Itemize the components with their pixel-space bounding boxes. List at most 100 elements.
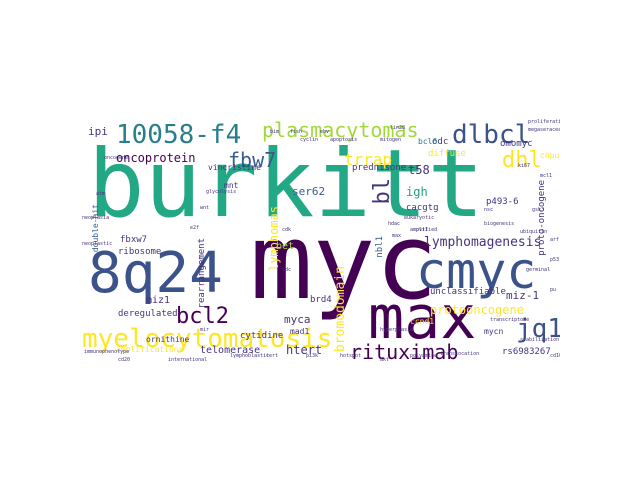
word-tert: tert (266, 353, 279, 359)
word-cytidine: cytidine (240, 331, 284, 341)
word-rearrangement: rearrangement (197, 238, 207, 309)
word-e2f: e2f (190, 225, 200, 231)
word-cloud: burkitt myc 8q24 max cmyc 10058-f4 plasm… (80, 118, 560, 364)
word-mycn: mycn (484, 327, 504, 336)
word-miz1: miz1 (146, 295, 171, 306)
word-megaseraceae: megaseraceae (528, 127, 560, 133)
word-t58: t58 (408, 163, 430, 177)
word-rs6983267: rs6983267 (502, 347, 551, 357)
word-protooncogene: protooncogene (430, 303, 524, 317)
word-amplified: amplified (410, 227, 438, 233)
word-neoplastic: neoplastic (82, 241, 113, 247)
word-pi3k: pi3k (306, 353, 319, 359)
word-cyclin: cyclin (300, 137, 319, 143)
word-pu: pu (550, 287, 557, 293)
word-p53: p53 (550, 257, 560, 263)
word-bet: bet (276, 241, 295, 252)
word-stabilization: stabilization (520, 337, 560, 343)
word-neoplasia: neoplasia (82, 215, 110, 221)
word-wnt: wnt (200, 205, 210, 211)
word-cnpu: cnpu (540, 151, 560, 160)
word-mad1: mad1 (290, 327, 310, 336)
word-amplifications: amplifications (116, 345, 184, 354)
word-glycolysis: glycolysis (206, 189, 237, 195)
word-lin28: lin28 (390, 125, 406, 131)
word-cdk: cdk (282, 227, 292, 233)
word-germinal: germinal (526, 267, 551, 273)
word-proliferation: proliferation (528, 119, 560, 125)
word-myelocytomatosis: myelocytomatosis (82, 324, 333, 354)
word-lymphomagenesis: lymphomagenesis (424, 235, 542, 250)
word-ipi: ipi (88, 125, 108, 138)
word-cd10: cd10 (550, 353, 560, 359)
word-arf: arf (550, 237, 560, 243)
word-bromodomain: bromodomain (333, 266, 348, 353)
word-deregulated: deregulated (118, 309, 178, 319)
word-lymphomas: lymphomas (267, 206, 281, 272)
word-hotspot: hotspot (340, 353, 362, 359)
word-bl: bl (370, 178, 395, 205)
word-prednisone: prednisone (352, 163, 407, 173)
word-fbw7: fbw7 (228, 148, 277, 172)
word-oncogene: oncogene (104, 155, 129, 161)
word-bcl6: bcl6 (418, 137, 438, 146)
word-max-small: max (392, 233, 402, 239)
word-bim: bim (270, 129, 280, 135)
word-atm: atm (96, 191, 106, 197)
word-hdac: hdac (388, 221, 401, 227)
word-dhl: dhl (502, 148, 542, 173)
word-international: international (168, 357, 208, 363)
word-htert: htert (286, 343, 323, 357)
word-ebv: ebv (320, 129, 330, 135)
word-bcl2: bcl2 (176, 304, 229, 329)
word-mir: mir (200, 327, 210, 333)
word-ccnd1: ccnd1 (410, 317, 435, 326)
word-fish: fish (290, 129, 303, 135)
word-p493-6: p493-6 (486, 197, 519, 207)
word-myc: myc (250, 201, 438, 323)
word-nsc: nsc (484, 207, 494, 213)
word-ornithine: ornithine (146, 335, 190, 344)
word-cd20: cd20 (118, 357, 131, 363)
word-mcl1: mcl1 (540, 173, 553, 179)
word-burkitt: burkitt (88, 130, 485, 239)
word-dlbcl: dlbcl (452, 120, 531, 150)
word-polyamine: polyamine (410, 353, 438, 359)
word-rituximab: rituximab (350, 340, 459, 364)
word-odc: odc (432, 137, 449, 147)
word-vincristine: vincristine (208, 163, 261, 172)
word-gsk3: gsk3 (532, 207, 545, 213)
word-proto-oncogene: proto-oncogene (537, 180, 547, 256)
word-max: max (368, 283, 477, 353)
word-mitogen: mitogen (380, 137, 402, 143)
word-diffuse: diffuse (428, 149, 466, 159)
word-telomerase: telomerase (200, 345, 261, 356)
word-miz-1: miz-1 (506, 289, 540, 302)
word-cdc: cdc (282, 267, 292, 273)
word-cmyc: cmyc (416, 242, 537, 300)
word-trrap: trrap (344, 150, 393, 169)
word-unclassifiable: unclassifiable (430, 287, 506, 297)
word-jq1: jq1 (516, 314, 560, 344)
word-pvt1: pvt1 (416, 227, 429, 233)
word-plasmacytomas: plasmacytomas (262, 118, 419, 142)
word-hyperplasia: hyperplasia (380, 327, 414, 333)
word-brd4: brd4 (310, 295, 332, 305)
word-lymphoblastic: lymphoblastic (230, 353, 270, 359)
word-myca: myca (284, 313, 311, 326)
word-fbxw7: fbxw7 (120, 235, 148, 245)
word-ribosome: ribosome (118, 247, 162, 257)
word-biogenesis: biogenesis (484, 221, 515, 227)
word-10058-f4: 10058-f4 (116, 120, 242, 150)
word-cacgtg: cacgtg (406, 203, 439, 213)
word-immunophenotype: immunophenotype (84, 349, 130, 355)
word-omomyc: omomyc (500, 139, 533, 149)
word-mnt: mnt (224, 181, 239, 190)
word-ubiquitin: ubiquitin (520, 229, 548, 235)
word-transcriptome: transcriptome (490, 317, 530, 323)
word-apoptosis: apoptosis (330, 137, 358, 143)
word-ser62: ser62 (292, 185, 326, 198)
word-ki67: ki67 (518, 163, 531, 169)
word-igh: igh (406, 185, 428, 199)
word-8q24: 8q24 (88, 241, 223, 306)
